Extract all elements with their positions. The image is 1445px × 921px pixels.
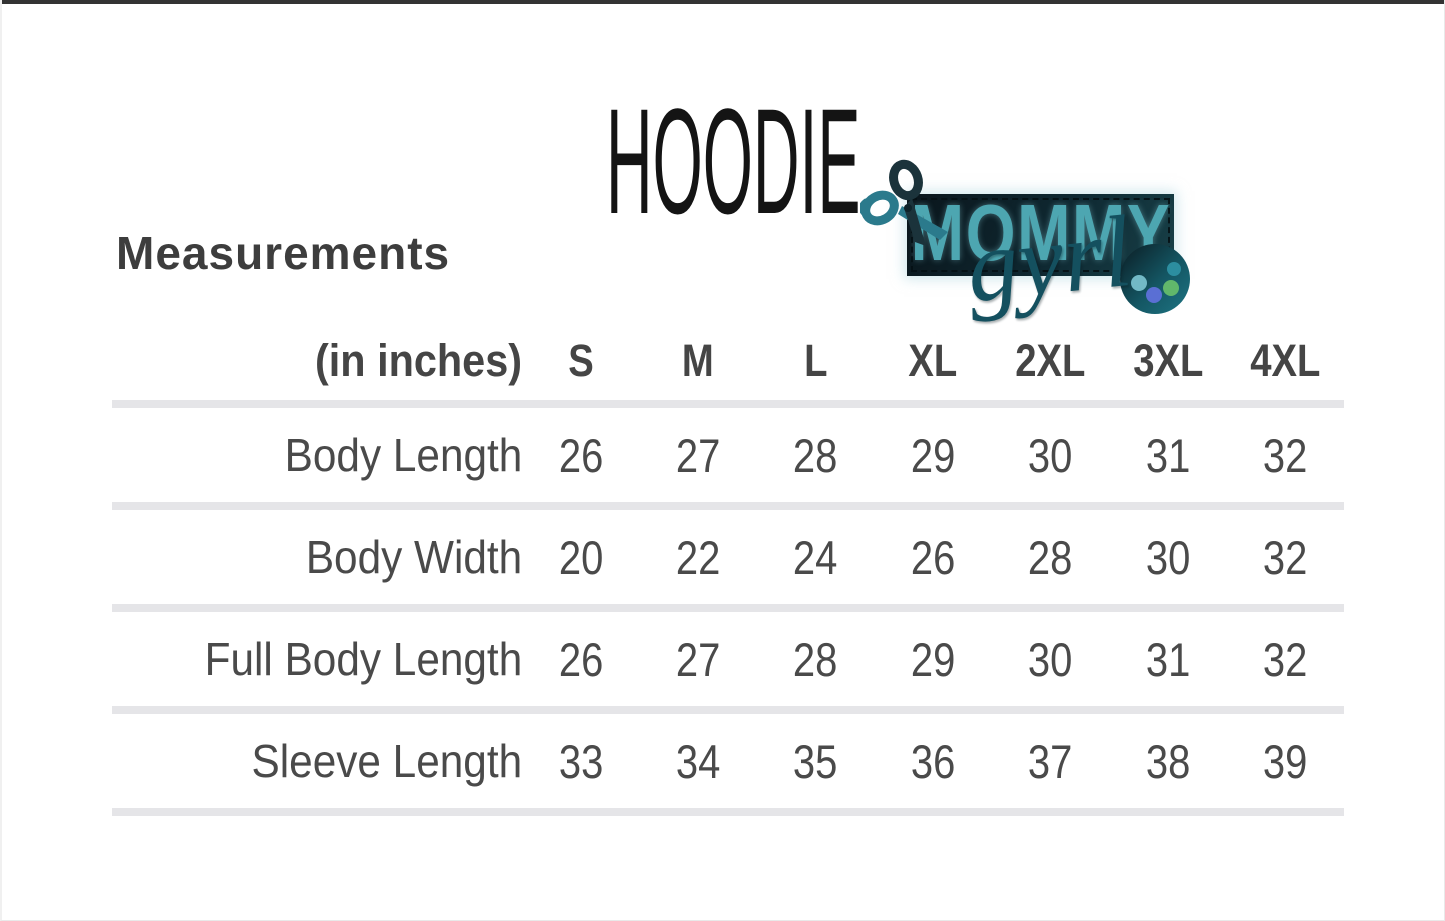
logo-patch: MOMMY — [907, 188, 1174, 277]
size-col-m: M — [682, 335, 715, 386]
row-divider — [112, 706, 1344, 714]
size-table-header-row: (in inches) S M L XL 2XL 3XL 4XL — [112, 322, 1344, 400]
table-row-full-body-length: Full Body Length 26 27 28 29 30 31 32 — [112, 612, 1344, 706]
product-title: HOODIE — [606, 77, 861, 245]
top-edge-bar — [2, 0, 1444, 4]
scissors-icon — [860, 159, 948, 246]
brand-logo: MOMMY — [860, 150, 1210, 360]
row-divider — [112, 400, 1344, 408]
size-col-l: L — [803, 335, 828, 386]
size-col-2xl: 2XL — [1015, 335, 1086, 386]
row-label: Full Body Length — [204, 633, 522, 685]
table-row-body-width: Body Width 20 22 24 26 28 30 32 — [112, 510, 1344, 604]
size-col-s: S — [567, 335, 594, 386]
size-table: (in inches) S M L XL 2XL 3XL 4XL Body Le… — [112, 322, 1344, 816]
table-row-body-length: Body Length 26 27 28 29 30 31 32 — [112, 408, 1344, 502]
row-divider — [112, 502, 1344, 510]
size-col-xl: XL — [908, 335, 958, 386]
brand-name-bottom: gyrl — [961, 194, 1137, 325]
row-label: Sleeve Length — [251, 735, 522, 787]
size-col-3xl: 3XL — [1132, 335, 1203, 386]
row-label: Body Width — [305, 531, 522, 583]
table-row-sleeve-length: Sleeve Length 33 34 35 36 37 38 39 — [112, 714, 1344, 808]
row-divider — [112, 604, 1344, 612]
paint-palette-icon — [1120, 244, 1190, 314]
row-divider — [112, 808, 1344, 816]
row-label: Body Length — [284, 429, 522, 481]
measurements-heading: Measurements — [116, 227, 451, 279]
size-col-4xl: 4XL — [1250, 335, 1321, 386]
unit-label: (in inches) — [314, 335, 522, 386]
